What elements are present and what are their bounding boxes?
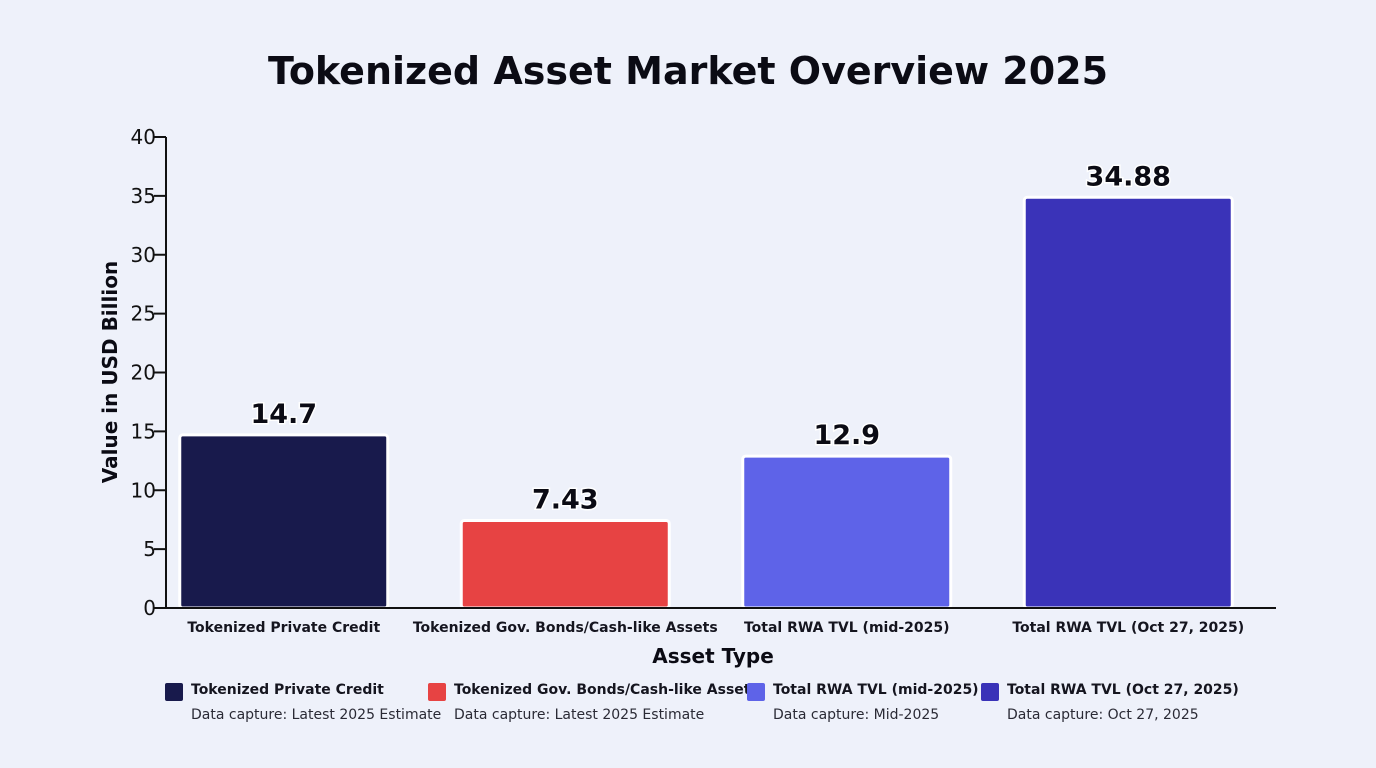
chart-title: Tokenized Asset Market Overview 2025 <box>268 49 1108 93</box>
legend-swatch <box>428 683 446 701</box>
legend-note: Data capture: Latest 2025 Estimate <box>454 707 705 723</box>
bar-value-label: 34.88 <box>1086 161 1171 192</box>
bar-value-label: 7.43 <box>532 485 599 516</box>
y-tick-label: 35 <box>131 184 156 208</box>
y-axis-ticks: 0 5 10 15 20 25 30 35 40 <box>131 125 166 620</box>
legend-note: Data capture: Oct 27, 2025 <box>1007 707 1199 723</box>
y-tick-label: 10 <box>131 478 156 502</box>
y-tick-label: 20 <box>131 361 156 385</box>
legend-swatch <box>747 683 765 701</box>
bar <box>1022 195 1234 610</box>
bar <box>178 433 390 610</box>
legend-label: Total RWA TVL (mid-2025) <box>773 682 979 698</box>
y-tick-label: 0 <box>143 596 156 620</box>
legend-swatch <box>981 683 999 701</box>
legend: Tokenized Private Credit Data capture: La… <box>0 680 1376 740</box>
x-axis-label: Asset Type <box>652 644 774 668</box>
bars <box>178 195 1234 610</box>
bar-value-label: 12.9 <box>813 420 880 451</box>
x-tick-label: Total RWA TVL (mid-2025) <box>744 620 950 636</box>
x-tick-label: Tokenized Private Credit <box>187 620 380 636</box>
y-tick-label: 5 <box>143 537 156 561</box>
x-tick-label: Total RWA TVL (Oct 27, 2025) <box>1012 620 1244 636</box>
axes <box>165 137 1276 609</box>
legend-label: Tokenized Gov. Bonds/Cash-like Assets <box>454 682 759 698</box>
y-tick-label: 40 <box>131 125 156 149</box>
legend-note: Data capture: Latest 2025 Estimate <box>191 707 442 723</box>
bar <box>741 454 953 610</box>
legend-swatch <box>165 683 183 701</box>
bar <box>459 519 671 610</box>
legend-note: Data capture: Mid-2025 <box>773 707 940 723</box>
value-labels: 14.7 7.43 12.9 34.88 <box>249 160 1173 517</box>
y-tick-label: 25 <box>131 302 156 326</box>
bar-value-label: 14.7 <box>250 399 317 430</box>
legend-label: Total RWA TVL (Oct 27, 2025) <box>1007 682 1239 698</box>
x-tick-label: Tokenized Gov. Bonds/Cash-like Assets <box>413 620 718 636</box>
y-tick-label: 15 <box>131 419 156 443</box>
legend-label: Tokenized Private Credit <box>191 682 384 698</box>
y-tick-label: 30 <box>131 243 156 267</box>
y-axis-label: Value in USD Billion <box>98 261 122 483</box>
x-axis-ticks: Tokenized Private Credit Tokenized Gov. B… <box>187 620 1244 636</box>
